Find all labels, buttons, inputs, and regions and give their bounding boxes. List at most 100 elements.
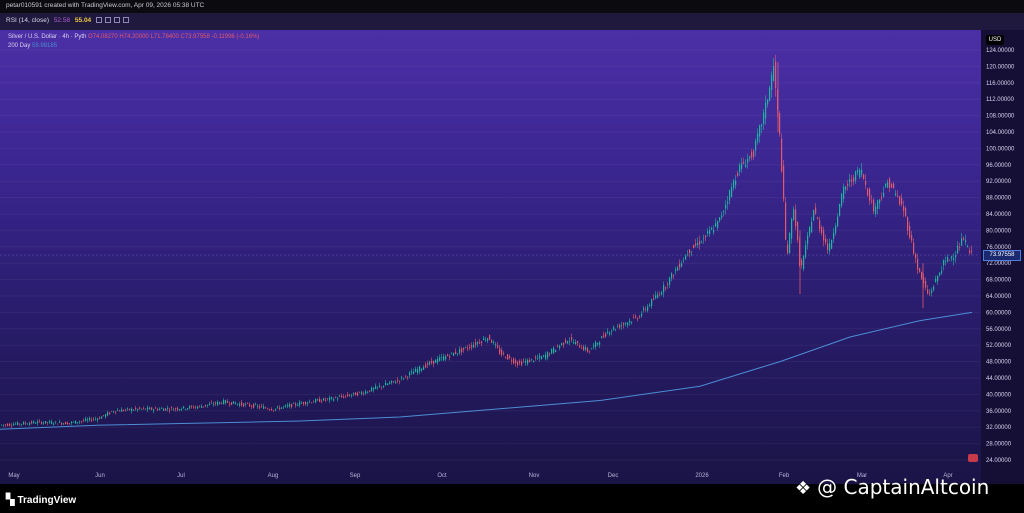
candle-body [455,351,457,354]
candle-body [571,337,573,340]
candle-body [651,299,653,307]
candle-body [747,158,749,163]
watermark: ❖ @ CaptainAltcoin [795,475,989,499]
candle-body [795,209,797,227]
candle-body [757,133,759,142]
visibility-icon[interactable] [96,17,102,24]
candle-body [201,406,203,408]
candle-body [893,183,895,189]
candle-body [485,340,487,341]
candle-body [89,418,91,420]
candle-body [79,421,81,423]
more-icon[interactable] [123,17,129,24]
price-tick-label: 124.00000 [986,48,1015,54]
close-icon[interactable] [114,17,120,24]
candle-body [233,401,235,404]
candle-body [371,387,373,392]
candle-body [609,332,611,335]
candle-body [635,316,637,318]
candle-body [817,217,819,220]
currency-badge[interactable]: USD [986,35,1004,45]
candle-body [947,257,949,262]
candle-body [37,421,39,424]
candle-body [715,223,717,227]
candle-body [263,406,265,409]
candle-body [765,102,767,119]
candle-body [395,382,397,384]
candle-body [203,406,205,408]
candle-body [807,235,809,245]
settings-icon[interactable] [105,17,111,24]
candle-body [39,420,41,422]
candle-body [321,400,323,402]
candle-body [107,412,109,416]
candle-body [655,295,657,299]
candle-body [13,424,15,426]
candle-body [803,256,805,269]
candle-body [833,232,835,239]
time-axis-label: Mar [857,473,867,479]
tradingview-logo: ▚ TradingView [6,493,76,506]
candle-body [227,401,229,403]
candle-body [165,408,167,411]
candle-body [335,397,337,398]
candle-body [27,423,29,425]
candle-body [829,243,831,252]
candle-body [531,358,533,360]
price-tick-label: 40.00000 [986,392,1012,398]
candle-body [883,192,885,197]
candle-body [479,342,481,344]
candle-body [47,422,49,423]
candle-body [491,340,493,343]
price-chart[interactable]: 124.00000 120.00000 116.00000 112.00000 108.… [0,30,1024,484]
candle-body [877,200,879,209]
candle-body [369,390,371,392]
time-axis-label: May [8,473,19,479]
candle-body [963,238,965,240]
candle-body [869,188,871,201]
candle-body [23,422,25,425]
candle-body [749,156,751,159]
candle-body [25,423,27,424]
candle-body [313,401,315,403]
candle-body [393,381,395,382]
candle-body [673,275,675,276]
candle-body [735,180,737,185]
candle-body [95,418,97,420]
candle-body [549,353,551,355]
candle-body [153,409,155,411]
candle-body [739,165,741,172]
candle-body [271,409,273,411]
candle-body [453,352,455,356]
candle-body [209,403,211,406]
candle-body [775,61,777,89]
candle-body [115,411,117,413]
price-tick-label: 60.00000 [986,310,1012,316]
candle-body [285,405,287,407]
candle-body [839,204,841,216]
candle-body [435,359,437,363]
main-chart-pane[interactable]: Silver / U.S. Dollar · 4h · Pyth O74.082… [0,30,1024,484]
candle-body [413,371,415,375]
candle-body [147,407,149,410]
candle-body [481,341,483,343]
candle-body [779,113,781,134]
binance-icon: ❖ [795,478,812,499]
event-flag-icon[interactable] [968,454,978,462]
candle-body [743,162,745,164]
candle-body [657,294,659,298]
candle-body [191,406,193,407]
candle-body [267,408,269,410]
candle-body [445,356,447,360]
candle-body [719,217,721,221]
candle-body [593,345,595,347]
rsi-pane[interactable]: RSI (14, close) 52.58 55.04 [0,13,1024,31]
candle-body [425,364,427,368]
candle-body [701,242,703,244]
candle-body [375,386,377,389]
candle-body [449,356,451,358]
candle-body [725,204,727,209]
candle-body [931,290,933,293]
candle-body [17,422,19,425]
candle-body [323,398,325,401]
